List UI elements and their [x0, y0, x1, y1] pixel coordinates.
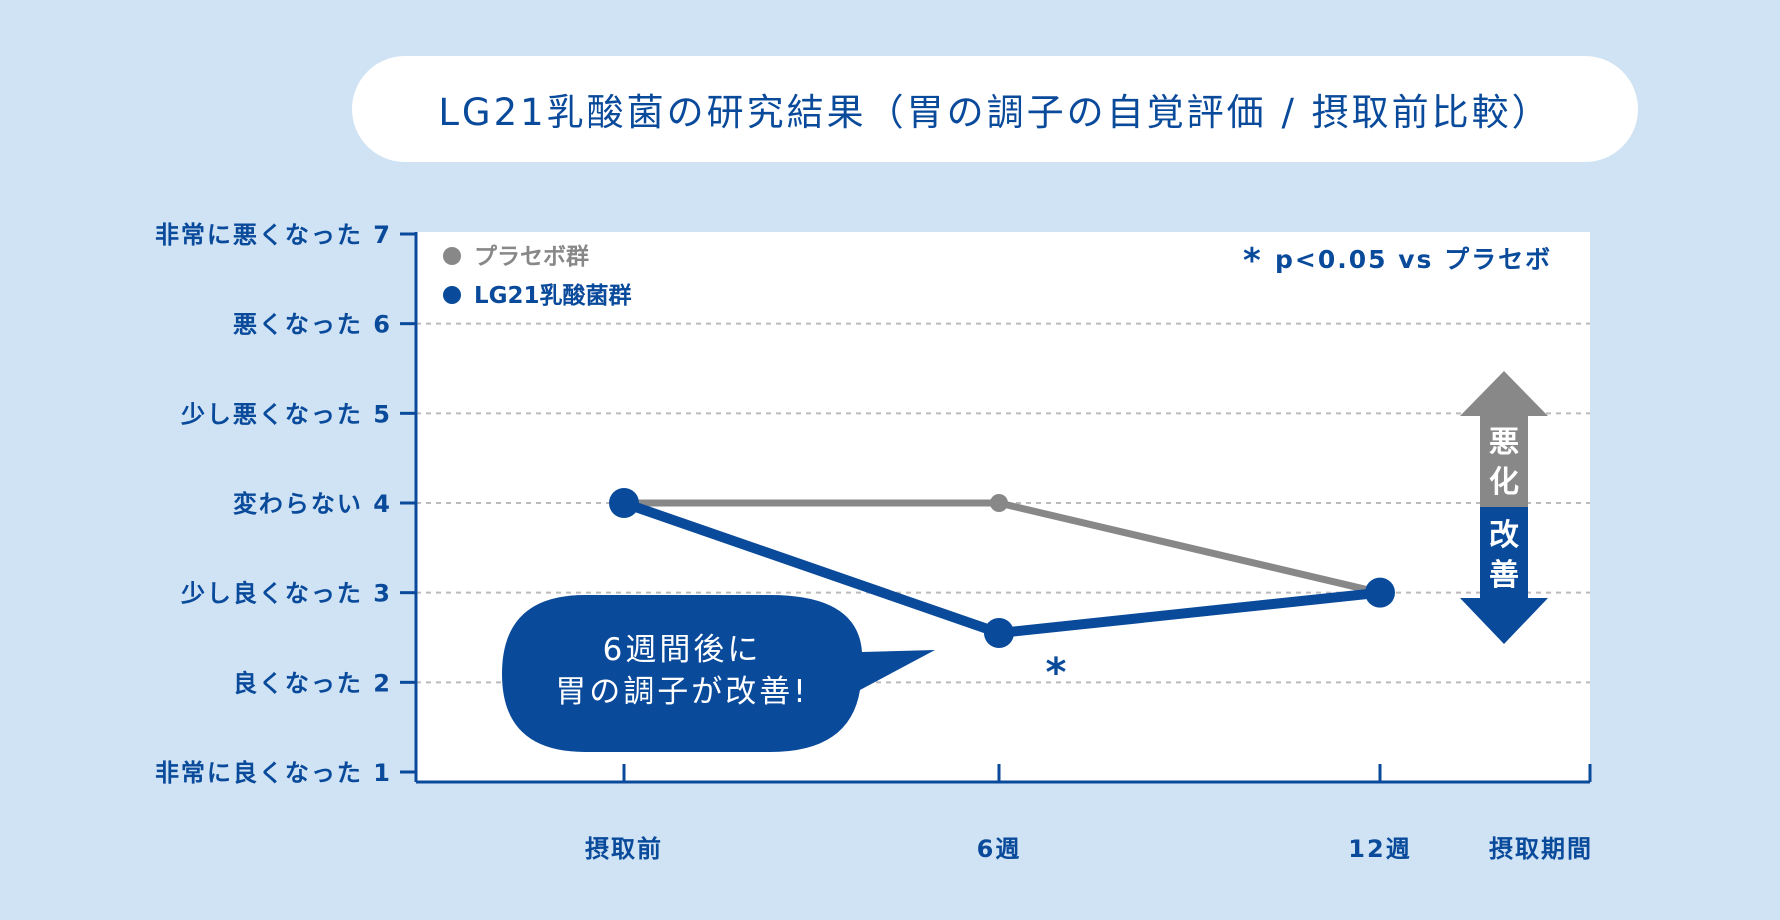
legend-label: プラセボ群 — [474, 243, 589, 270]
callout-text: 胃の調子が改善! — [555, 674, 808, 710]
y-tick-label: 悪くなった 6 — [233, 311, 392, 339]
y-tick-label: 少し良くなった 3 — [180, 580, 392, 608]
significance-note-marker: * — [1243, 241, 1263, 281]
x-tick-label: 12週 — [1348, 835, 1411, 863]
y-tick-label: 変わらない 4 — [233, 490, 392, 518]
legend-marker — [443, 286, 461, 304]
x-tick-label: 6週 — [977, 835, 1022, 863]
arrow-up-label: 悪 — [1489, 425, 1519, 460]
y-tick-label: 少し悪くなった 5 — [180, 400, 392, 428]
chart-title: LG21乳酸菌の研究結果（胃の調子の自覚評価 / 摂取前比較） — [438, 91, 1552, 134]
arrow-up-label: 化 — [1489, 465, 1519, 500]
arrow-down-label: 善 — [1489, 558, 1519, 593]
y-tick-label: 非常に良くなった 1 — [155, 759, 392, 787]
x-axis-label: 摂取期間 — [1489, 835, 1593, 863]
data-point — [984, 618, 1014, 649]
significance-marker: * — [1046, 650, 1067, 696]
significance-note: p<0.05 vs プラセボ — [1275, 245, 1552, 274]
data-point — [609, 488, 639, 518]
arrow-up-worse — [1460, 371, 1548, 507]
data-point — [1365, 577, 1395, 608]
y-tick-label: 良くなった 2 — [233, 669, 392, 697]
y-tick-label: 非常に悪くなった 7 — [155, 221, 392, 249]
arrow-down-better — [1460, 507, 1548, 644]
data-point — [990, 494, 1008, 512]
legend-marker — [443, 247, 461, 265]
arrow-down-label: 改 — [1489, 518, 1519, 553]
legend-label: LG21乳酸菌群 — [474, 282, 632, 309]
x-tick-label: 摂取前 — [585, 835, 663, 863]
callout-text: 6週間後に — [603, 632, 762, 668]
callout-bubble — [502, 595, 935, 752]
title-banner: LG21乳酸菌の研究結果（胃の調子の自覚評価 / 摂取前比較） — [352, 56, 1638, 162]
